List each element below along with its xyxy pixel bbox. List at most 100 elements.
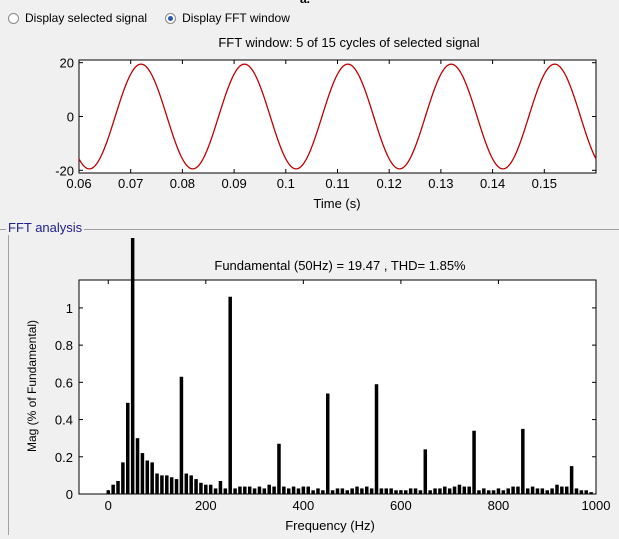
fft-bar xyxy=(184,473,189,494)
display-fft-window-label: Display FFT window xyxy=(182,11,290,25)
fft-bar xyxy=(213,488,218,494)
fft-bar xyxy=(130,238,135,494)
fft-bar xyxy=(252,488,257,494)
display-mode-radio-group: Display selected signal Display FFT wind… xyxy=(8,9,308,27)
fft-bar xyxy=(530,486,535,494)
fft-bar xyxy=(521,428,525,494)
fft-bar xyxy=(238,486,242,494)
fft-chart-title: Fundamental (50Hz) = 19.47 , THD= 1.85% xyxy=(214,258,466,273)
fft-bar xyxy=(501,490,506,494)
fft-bar xyxy=(506,488,510,494)
fft-y-tick-label: 0.4 xyxy=(55,413,73,428)
figure-label: a. xyxy=(300,0,310,5)
fft-bar xyxy=(423,449,428,494)
fft-bar xyxy=(369,488,374,494)
fft-bar xyxy=(491,490,496,494)
fft-bar xyxy=(272,486,276,494)
fft-bar xyxy=(379,488,384,494)
radio-checked-icon[interactable] xyxy=(165,12,177,24)
fft-analysis-panel-label: FFT analysis xyxy=(6,220,85,235)
fft-bar xyxy=(218,480,223,494)
fft-x-tick-label: 600 xyxy=(390,498,412,513)
fft-bar xyxy=(525,488,530,494)
fft-bar xyxy=(311,490,315,494)
fft-bar xyxy=(160,475,164,494)
fft-bar xyxy=(452,486,457,494)
fft-bar xyxy=(247,486,252,494)
fft-bar xyxy=(418,490,423,494)
fft-bar xyxy=(282,486,286,494)
fft-bar xyxy=(169,477,174,494)
signal-x-tick-label: 0.08 xyxy=(170,176,195,191)
display-selected-signal-radio[interactable]: Display selected signal xyxy=(8,11,147,25)
fft-bar xyxy=(413,488,418,494)
fft-bar xyxy=(511,486,515,494)
fft-y-axis-label: Mag (% of Fundamental) xyxy=(25,320,39,452)
fft-bar xyxy=(140,453,145,494)
fft-bar xyxy=(174,479,179,494)
fft-bar xyxy=(428,490,432,494)
fft-bar xyxy=(257,486,262,494)
fft-bar xyxy=(150,462,154,494)
signal-x-tick-label: 0.11 xyxy=(325,176,349,191)
fft-y-tick-label: 0.2 xyxy=(55,450,73,465)
fft-bar xyxy=(165,475,169,494)
fft-x-tick-label: 200 xyxy=(195,498,217,513)
fft-bar xyxy=(267,484,271,494)
fft-bar xyxy=(462,486,467,494)
fft-bar xyxy=(584,490,588,494)
fft-bar xyxy=(291,486,296,494)
fft-bar xyxy=(179,376,184,494)
fft-bar xyxy=(204,484,208,494)
fft-bar xyxy=(408,488,413,494)
fft-bar xyxy=(486,490,491,494)
fft-bar xyxy=(374,384,379,494)
signal-x-tick-label: 0.13 xyxy=(428,176,453,191)
fft-bar xyxy=(545,490,549,494)
fft-bar xyxy=(550,488,554,494)
fft-bar xyxy=(350,488,354,494)
signal-x-tick-label: 0.12 xyxy=(377,176,402,191)
signal-x-tick-label: 0.07 xyxy=(118,176,143,191)
fft-bar xyxy=(457,484,462,494)
signal-y-tick-label: -20 xyxy=(55,163,74,178)
signal-y-tick-label: 0 xyxy=(67,110,74,125)
fft-y-tick-label: 0.8 xyxy=(55,338,73,353)
fft-bar xyxy=(564,486,569,494)
fft-analysis-panel-left-border xyxy=(8,229,9,535)
fft-bar xyxy=(516,486,520,494)
fft-bar xyxy=(560,486,564,494)
fft-bar xyxy=(384,488,389,494)
display-fft-window-radio[interactable]: Display FFT window xyxy=(165,11,290,25)
fft-bar xyxy=(155,473,159,494)
signal-x-tick-label: 0.06 xyxy=(66,176,91,191)
fft-bar xyxy=(208,484,213,494)
fft-bar xyxy=(116,480,120,494)
signal-x-axis-label: Time (s) xyxy=(313,196,360,211)
fft-bar xyxy=(389,488,393,494)
radio-unchecked-icon[interactable] xyxy=(8,12,19,24)
fft-x-tick-label: 400 xyxy=(293,498,315,513)
signal-waveform-line xyxy=(78,63,597,170)
fft-bar xyxy=(126,402,130,494)
fft-bar xyxy=(111,484,115,494)
fft-bar xyxy=(194,479,198,494)
fft-x-tick-label: 0 xyxy=(105,498,112,513)
fft-bar xyxy=(443,486,447,494)
fft-spectrum-chart: Fundamental (50Hz) = 19.47 , THD= 1.85% … xyxy=(25,238,610,533)
fft-bar xyxy=(340,488,345,494)
signal-x-tick-label: 0.14 xyxy=(480,176,505,191)
signal-plot-area xyxy=(78,59,597,174)
fft-bar xyxy=(228,296,232,494)
fft-bar xyxy=(433,488,437,494)
fft-x-axis-label: Frequency (Hz) xyxy=(285,518,375,533)
fft-bar xyxy=(535,488,540,494)
fft-bar xyxy=(243,486,247,494)
fft-bar xyxy=(223,488,228,494)
fft-bar xyxy=(145,460,150,494)
fft-bar xyxy=(540,488,545,494)
fft-bar xyxy=(277,443,281,494)
fft-bar xyxy=(355,486,359,494)
fft-analysis-panel-border xyxy=(0,229,619,230)
fft-bar xyxy=(589,492,593,494)
